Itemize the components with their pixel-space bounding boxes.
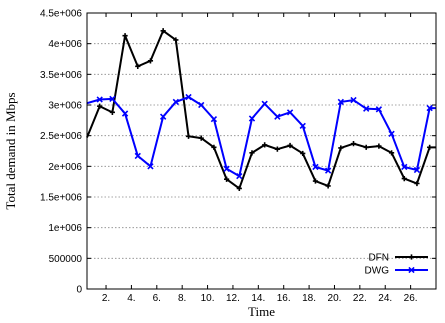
data-point-dwg — [426, 104, 433, 112]
y-tick-label: 3e+006 — [48, 101, 82, 112]
data-point-dfn — [249, 150, 255, 156]
data-point-dfn — [198, 135, 204, 141]
data-point-dfn — [262, 142, 268, 148]
data-point-dfn — [109, 109, 115, 115]
data-point-dwg — [96, 96, 103, 103]
data-point-dfn — [376, 143, 382, 149]
data-point-dwg — [134, 152, 141, 160]
x-tick-label: 18. — [302, 293, 316, 304]
x-tick-label: 12. — [226, 293, 240, 304]
data-point-dfn — [312, 178, 319, 184]
data-point-dfn — [363, 144, 369, 150]
data-point-dfn — [97, 103, 103, 109]
x-tick-label: 2. — [102, 293, 110, 304]
legend-label: DFN — [368, 253, 389, 264]
data-point-dfn — [401, 176, 407, 182]
data-point-dwg — [337, 98, 344, 106]
data-point-dfn — [160, 28, 166, 34]
y-tick-label: 4e+006 — [48, 39, 82, 50]
x-tick-label: 6. — [153, 293, 161, 304]
data-point-dwg — [388, 130, 395, 137]
x-axis-title: Time — [248, 304, 275, 319]
y-tick-label: 3.5e+006 — [40, 70, 82, 81]
legend-item-dwg: DWG — [365, 266, 428, 277]
data-point-dfn — [236, 185, 242, 192]
data-point-dwg — [401, 163, 408, 171]
legend-label: DWG — [365, 266, 390, 277]
y-tick-label: 1.5e+006 — [40, 193, 82, 204]
y-axis-ticks: 0 500000 1e+006 1.5e+006 2e+006 2.5e+006 3e+00… — [40, 9, 436, 296]
data-point-dfn — [325, 183, 331, 189]
data-point-dwg — [109, 95, 116, 103]
data-point-dwg — [159, 113, 167, 120]
data-point-dfn — [147, 58, 154, 64]
y-tick-label: 2.5e+006 — [40, 131, 82, 142]
legend-item-dfn: DFN — [368, 253, 428, 264]
data-point-dfn — [224, 176, 230, 182]
x-axis-ticks: 2. 4. 6. 8. 10. 12. 14. 16. 18. 20. 22. 24. 26. — [102, 13, 418, 304]
x-tick-label: 4. — [127, 293, 135, 304]
data-point-dwg — [198, 101, 205, 109]
x-tick-label: 26. — [404, 293, 418, 304]
x-tick-label: 24. — [378, 293, 392, 304]
data-point-dfn — [211, 144, 217, 150]
x-tick-label: 22. — [353, 293, 367, 304]
x-tick-label: 20. — [328, 293, 342, 304]
data-point-dwg — [172, 98, 180, 106]
data-point-dwg — [312, 163, 319, 171]
data-point-dwg — [350, 96, 357, 104]
series-line-dwg — [86, 96, 436, 178]
y-tick-label: 2e+006 — [48, 162, 82, 173]
data-point-dwg — [274, 113, 281, 120]
data-point-dfn — [414, 180, 420, 187]
series-line-dfn — [86, 29, 436, 190]
data-point-dfn — [388, 150, 395, 156]
data-point-dwg — [223, 165, 230, 172]
data-point-dfn — [135, 63, 141, 69]
data-point-dfn — [338, 145, 344, 151]
data-point-dwg — [375, 106, 383, 113]
y-tick-label: 0 — [76, 285, 82, 296]
data-point-dfn — [287, 142, 293, 149]
legend-marker — [408, 266, 415, 274]
y-tick-label: 4.5e+006 — [40, 9, 82, 20]
legend-marker — [408, 254, 415, 260]
x-tick-label: 14. — [251, 293, 265, 304]
data-point-dfn — [350, 141, 357, 147]
data-point-dfn — [427, 144, 433, 150]
series-dfn — [86, 28, 436, 192]
grid — [87, 43, 436, 259]
data-point-dwg — [286, 109, 294, 116]
x-tick-label: 10. — [201, 293, 215, 304]
y-axis-title: Total demand in Mbps — [3, 92, 18, 209]
data-point-dfn — [274, 146, 280, 152]
data-point-dwg — [147, 163, 154, 170]
data-point-dwg — [121, 110, 129, 117]
y-tick-label: 500000 — [49, 254, 83, 265]
data-point-dwg — [261, 100, 268, 107]
data-point-dwg — [299, 122, 306, 130]
legend: DFN DWG — [365, 253, 428, 277]
data-point-dfn — [122, 33, 128, 39]
data-point-dfn — [185, 133, 192, 139]
data-point-dwg — [248, 115, 256, 122]
x-tick-label: 8. — [178, 293, 186, 304]
data-point-dwg — [413, 166, 421, 174]
plot-frame — [86, 12, 437, 290]
data-point-dfn — [300, 150, 306, 157]
data-point-dfn — [173, 37, 179, 43]
data-point-dwg — [185, 93, 192, 101]
series-dwg — [86, 93, 436, 180]
data-point-dwg — [324, 167, 332, 174]
data-point-dwg — [236, 172, 243, 180]
data-point-dwg — [210, 115, 218, 123]
series — [86, 28, 436, 192]
y-tick-label: 1e+006 — [48, 223, 82, 234]
data-point-dwg — [363, 105, 370, 112]
x-tick-label: 16. — [277, 293, 291, 304]
